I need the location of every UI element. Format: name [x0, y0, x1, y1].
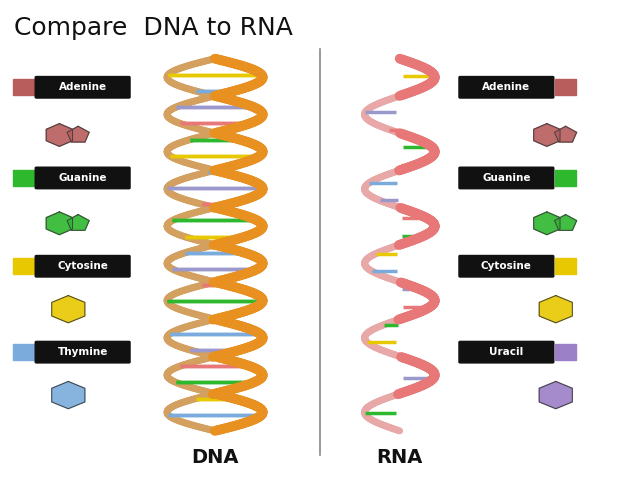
Polygon shape — [52, 382, 85, 408]
Text: Uracil: Uracil — [489, 347, 524, 357]
Bar — [555, 170, 576, 186]
Text: DNA: DNA — [191, 448, 239, 467]
Text: Guanine: Guanine — [482, 173, 531, 183]
Text: Adenine: Adenine — [483, 82, 531, 92]
Polygon shape — [554, 126, 577, 142]
Text: RNA: RNA — [376, 448, 423, 467]
Polygon shape — [46, 212, 72, 235]
Polygon shape — [554, 215, 577, 230]
Bar — [13, 258, 34, 274]
Polygon shape — [540, 382, 572, 408]
Bar — [555, 258, 576, 274]
FancyBboxPatch shape — [458, 341, 554, 364]
FancyBboxPatch shape — [458, 76, 554, 99]
Text: Compare  DNA to RNA: Compare DNA to RNA — [14, 16, 293, 40]
Bar — [13, 344, 34, 360]
Text: Guanine: Guanine — [58, 173, 107, 183]
Text: Adenine: Adenine — [59, 82, 107, 92]
Polygon shape — [46, 124, 72, 146]
Bar — [555, 79, 576, 95]
Polygon shape — [534, 124, 560, 146]
Polygon shape — [67, 215, 89, 230]
Polygon shape — [534, 212, 560, 235]
Text: Cytosine: Cytosine — [57, 261, 108, 271]
Text: Cytosine: Cytosine — [481, 261, 532, 271]
Polygon shape — [67, 126, 89, 142]
FancyBboxPatch shape — [35, 255, 131, 278]
Polygon shape — [52, 296, 85, 323]
FancyBboxPatch shape — [35, 341, 131, 364]
Polygon shape — [540, 296, 572, 323]
FancyBboxPatch shape — [458, 255, 554, 278]
Bar — [555, 344, 576, 360]
Text: Thymine: Thymine — [58, 347, 108, 357]
FancyBboxPatch shape — [35, 167, 131, 190]
Bar — [13, 79, 34, 95]
FancyBboxPatch shape — [35, 76, 131, 99]
Bar — [13, 170, 34, 186]
FancyBboxPatch shape — [458, 167, 554, 190]
